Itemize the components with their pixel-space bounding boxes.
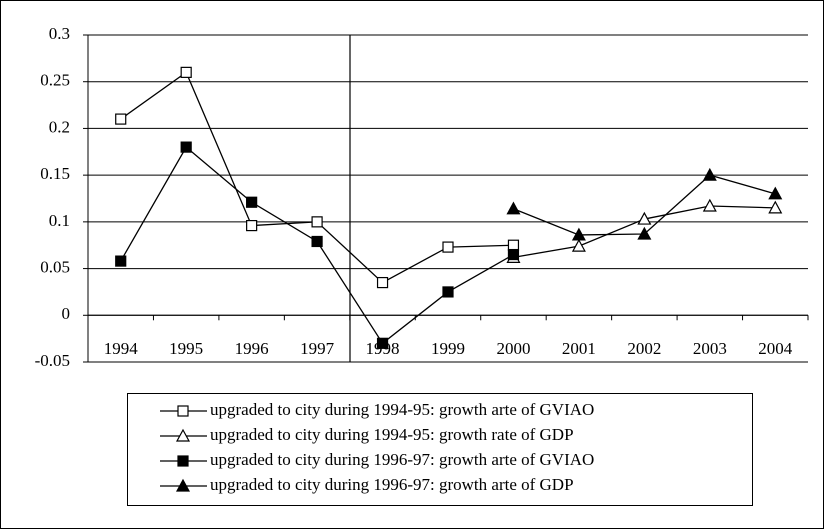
- data-point: [442, 241, 454, 253]
- data-point: [768, 186, 783, 200]
- x-tick-label: 2000: [496, 339, 530, 358]
- y-tick-label: 0.1: [49, 211, 70, 230]
- x-tick-label: 1999: [431, 339, 465, 358]
- y-tick-label: 0.2: [49, 117, 70, 136]
- data-point: [702, 198, 717, 212]
- legend-marker: [175, 428, 191, 442]
- y-tick-label: 0.15: [40, 164, 70, 183]
- data-point: [180, 141, 192, 153]
- y-tick-label: 0.3: [49, 24, 70, 43]
- x-tick-label: 2001: [562, 339, 596, 358]
- data-point: [571, 238, 586, 252]
- data-point: [768, 200, 783, 214]
- data-point: [246, 196, 258, 208]
- data-point: [507, 248, 520, 261]
- data-point: [115, 113, 127, 125]
- data-point: [311, 216, 323, 228]
- legend-label: upgraded to city during 1994-95: growth …: [210, 425, 574, 444]
- data-point: [702, 167, 717, 181]
- legend-label: upgraded to city during 1996-97: growth …: [210, 450, 594, 469]
- data-point: [376, 337, 389, 349]
- data-point: [246, 219, 258, 232]
- data-point: [637, 226, 652, 240]
- y-tick-label: 0: [62, 304, 71, 323]
- legend-marker: [177, 405, 189, 417]
- legend-marker: [175, 478, 191, 492]
- data-point: [507, 239, 520, 251]
- data-point: [506, 201, 521, 215]
- data-point: [311, 235, 323, 248]
- x-tick-label: 1996: [235, 339, 269, 358]
- data-point: [376, 276, 389, 289]
- legend-label: upgraded to city during 1994-95: growth …: [210, 400, 594, 419]
- y-tick-label: 0.05: [40, 257, 70, 276]
- legend-label: upgraded to city during 1996-97: growth …: [210, 475, 574, 494]
- data-point: [571, 227, 586, 241]
- x-tick-label: 1994: [104, 339, 139, 358]
- x-tick-label: 1997: [300, 339, 335, 358]
- data-point: [442, 286, 454, 298]
- data-point: [180, 66, 192, 78]
- x-tick-label: 1995: [169, 339, 203, 358]
- y-tick-label: -0.05: [35, 351, 70, 370]
- x-tick-label: 2004: [758, 339, 793, 358]
- data-point: [115, 255, 127, 267]
- y-tick-label: 0.25: [40, 71, 70, 90]
- x-tick-label: 2002: [627, 339, 661, 358]
- data-point: [637, 211, 652, 225]
- legend-box: [127, 393, 753, 506]
- legend-marker: [177, 455, 189, 467]
- x-tick-label: 2003: [693, 339, 727, 358]
